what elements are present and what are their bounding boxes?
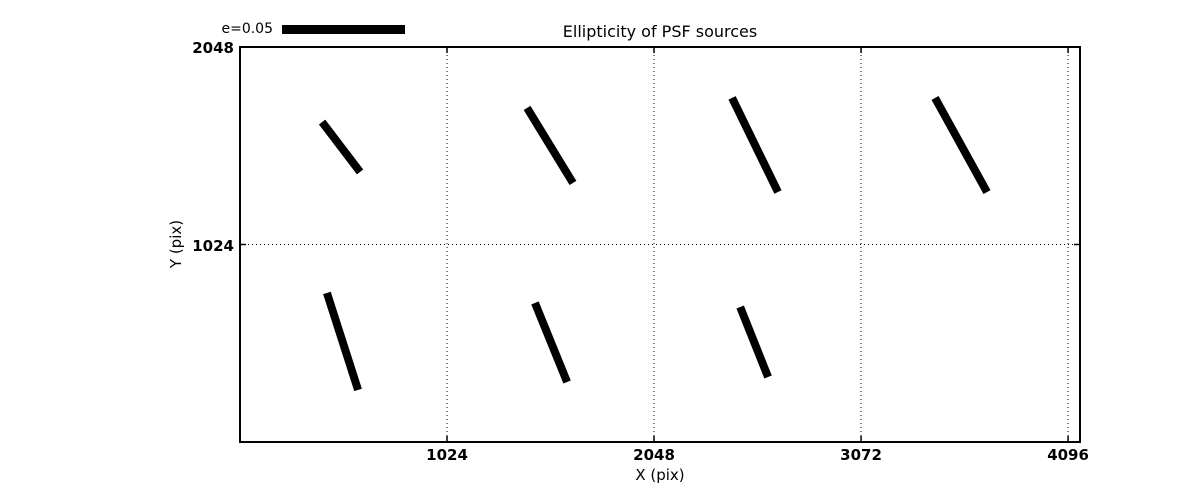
- x-axis-label: X (pix): [635, 466, 685, 484]
- x-tick-label: 1024: [426, 446, 468, 464]
- ellipticity-whisker: [531, 301, 571, 384]
- ellipticity-whisker: [523, 105, 577, 186]
- x-tick-label: 2048: [633, 446, 675, 464]
- y-tick-label: 1024: [192, 236, 234, 255]
- chart-title: Ellipticity of PSF sources: [562, 22, 758, 41]
- x-tick-label: 4096: [1047, 446, 1089, 464]
- x-tick-label: 3072: [840, 446, 882, 464]
- y-tick-label: 2048: [192, 39, 234, 57]
- ellipticity-whisker: [728, 96, 782, 194]
- ellipticity-whisker: [323, 291, 362, 392]
- ellipticity-whisker: [931, 95, 991, 194]
- ellipticity-whisker: [318, 119, 364, 175]
- ellipticity-whisker: [736, 305, 772, 379]
- legend-label: e=0.05: [221, 21, 273, 37]
- legend-sample-bar: [282, 25, 405, 34]
